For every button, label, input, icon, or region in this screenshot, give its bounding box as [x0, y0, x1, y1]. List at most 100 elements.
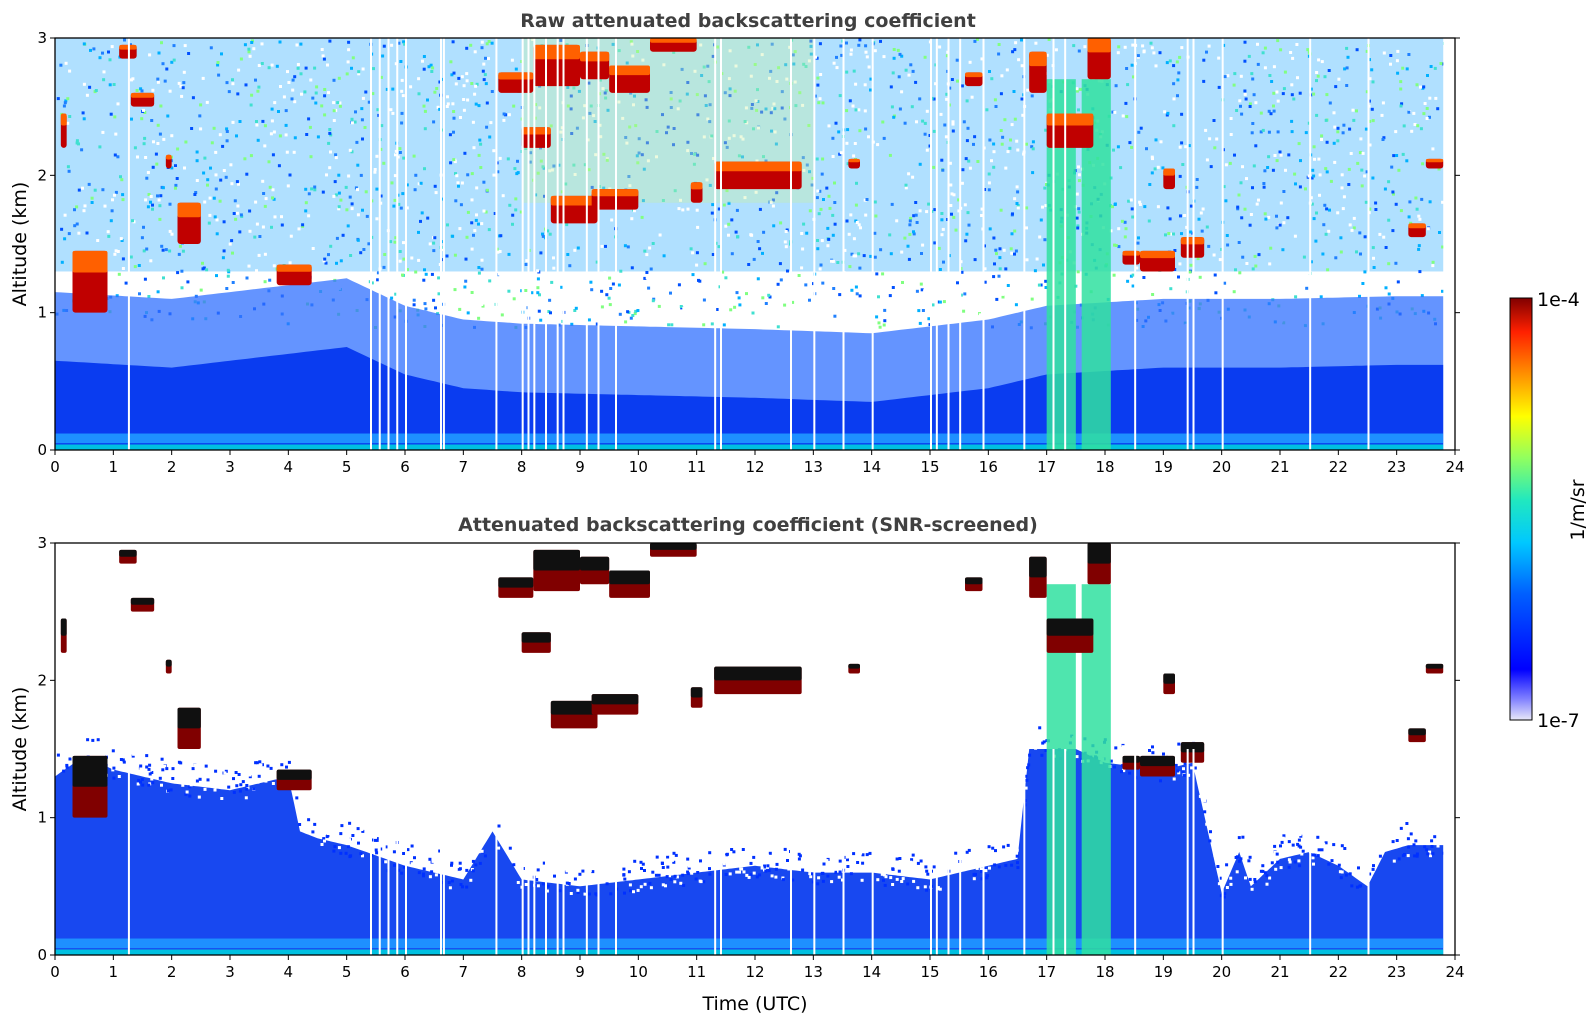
- screened-missing-profile: [1309, 749, 1312, 955]
- raw-cloud-edge: [130, 92, 155, 98]
- screened-missing-profile: [982, 749, 985, 955]
- raw-missing-profile: [1221, 38, 1224, 450]
- x-tick-label: 13: [804, 963, 823, 981]
- x-tick-label: 12: [745, 963, 764, 981]
- screened-missing-profile: [959, 749, 962, 955]
- screened-cloud-core: [714, 666, 802, 681]
- screened-missing-profile: [495, 749, 498, 955]
- screened-cloud-core: [177, 707, 201, 729]
- screened-cloud-core: [690, 687, 703, 698]
- raw-missing-profile: [521, 38, 524, 450]
- raw-missing-profile: [387, 38, 390, 450]
- x-tick-label: 10: [629, 458, 648, 476]
- x-tick-label: 10: [629, 963, 648, 981]
- raw-missing-profile: [1367, 38, 1370, 450]
- raw-missing-profile: [405, 38, 407, 450]
- screened-cloud-core: [1046, 618, 1094, 636]
- x-tick-label: 12: [745, 458, 764, 476]
- screened-missing-profile: [720, 749, 722, 955]
- colorbar-gradient: [1509, 297, 1533, 721]
- raw-missing-profile: [378, 38, 381, 450]
- x-tick-label: 23: [1387, 963, 1406, 981]
- screened-missing-profile: [527, 749, 530, 955]
- screened-missing-profile: [585, 749, 588, 955]
- raw-missing-profile: [370, 38, 372, 450]
- colorbar: 1e-4 1e-7 1/m/sr: [1509, 289, 1589, 732]
- raw-missing-profile: [1052, 38, 1055, 450]
- screened-cloud-core: [550, 700, 598, 715]
- x-tick-label: 24: [1445, 458, 1464, 476]
- screened-missing-profile: [127, 749, 130, 955]
- raw-missing-profile: [495, 38, 498, 450]
- raw-missing-profile: [442, 38, 445, 450]
- x-tick-label: 2: [167, 458, 177, 476]
- y-tick-label: 3: [37, 534, 47, 552]
- x-tick-label: 5: [342, 458, 352, 476]
- screened-missing-profile: [935, 749, 938, 955]
- y-tick-label: 0: [37, 946, 47, 964]
- screened-missing-profile: [615, 749, 617, 955]
- raw-missing-profile: [527, 38, 530, 450]
- x-tick-label: 20: [1212, 963, 1231, 981]
- colorbar-unit-label: 1/m/sr: [1567, 479, 1589, 540]
- x-tick-label: 8: [517, 963, 527, 981]
- y-tick-label: 2: [37, 671, 47, 689]
- raw-cloud-edge: [580, 51, 610, 62]
- screened-missing-profile: [562, 749, 565, 955]
- screened-missing-profile: [790, 749, 792, 955]
- screened-near-surface: [55, 938, 1444, 949]
- raw-missing-profile: [440, 38, 442, 450]
- screened-cloud-core: [609, 570, 650, 585]
- raw-cloud-edge: [165, 154, 172, 160]
- raw-no-data: [1443, 38, 1455, 450]
- y-tick-label: 1: [37, 809, 47, 827]
- raw-missing-profile: [871, 38, 874, 450]
- y-tick-label: 0: [37, 441, 47, 459]
- screened-missing-profile: [387, 749, 390, 955]
- raw-missing-profile: [597, 38, 600, 450]
- panel-raw: Raw attenuated backscattering coefficien…: [9, 10, 1465, 476]
- panel-screened-ylabel: Altitude (km): [9, 687, 31, 812]
- raw-missing-profile: [947, 38, 950, 450]
- raw-near-surface: [55, 433, 1444, 444]
- screened-missing-profile: [1052, 749, 1055, 955]
- raw-missing-profile: [1192, 38, 1195, 450]
- raw-cloud-edge: [498, 72, 534, 80]
- x-tick-label: 11: [687, 458, 706, 476]
- raw-missing-profile: [842, 38, 845, 450]
- x-tick-label: 18: [1095, 458, 1114, 476]
- screened-missing-profile: [597, 749, 600, 955]
- raw-missing-profile: [813, 38, 816, 450]
- screened-missing-profile: [842, 749, 845, 955]
- x-tick-label: 18: [1095, 963, 1114, 981]
- screened-cloud-core: [60, 618, 67, 636]
- screened-cloud-core: [591, 694, 639, 705]
- x-tick-label: 21: [1270, 963, 1289, 981]
- screened-missing-profile: [440, 749, 442, 955]
- raw-cloud-edge: [609, 65, 650, 76]
- x-tick-label: 14: [862, 458, 881, 476]
- raw-missing-profile: [1064, 38, 1067, 450]
- x-tick-label: 21: [1270, 458, 1289, 476]
- screened-cloud-core: [1087, 543, 1111, 564]
- raw-missing-profile: [396, 38, 399, 450]
- screened-cloud-core: [1163, 673, 1175, 684]
- x-tick-label: 6: [400, 963, 410, 981]
- screened-missing-profile: [1186, 749, 1189, 955]
- x-tick-label: 4: [284, 458, 294, 476]
- screened-cloud-core: [650, 543, 697, 550]
- x-tick-label: 14: [862, 963, 881, 981]
- x-tick-label: 4: [284, 963, 294, 981]
- raw-missing-profile: [585, 38, 588, 450]
- x-tick-label: 16: [979, 963, 998, 981]
- y-tick-label: 2: [37, 166, 47, 184]
- panel-screened-plot-area: [55, 543, 1455, 955]
- raw-cloud-edge: [119, 44, 137, 50]
- raw-cloud-edge: [177, 202, 201, 218]
- x-tick-label: 11: [687, 963, 706, 981]
- screened-missing-profile: [405, 749, 407, 955]
- raw-missing-profile: [1186, 38, 1189, 450]
- x-tick-label: 3: [225, 963, 235, 981]
- screened-cloud-core: [130, 597, 155, 605]
- raw-cloud-edge: [1029, 51, 1047, 67]
